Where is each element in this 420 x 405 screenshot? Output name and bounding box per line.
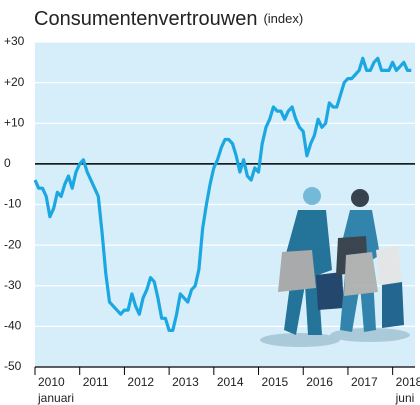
y-tick-label: -50 [4, 359, 22, 373]
x-tick-label: 2018 [396, 375, 420, 389]
x-tick-label: 2012 [127, 375, 154, 389]
y-tick-label: 0 [4, 156, 11, 170]
y-tick-label: +10 [4, 115, 25, 129]
chart-title: Consumentenvertrouwen (index) [34, 8, 303, 30]
y-tick-label: +30 [4, 34, 25, 48]
x-tick-label: 2010 [38, 375, 65, 389]
subtitle: (index) [263, 11, 303, 26]
x-tick-label: 2015 [262, 375, 289, 389]
annotation: januari [37, 391, 74, 405]
x-tick-label: 2013 [172, 375, 199, 389]
y-tick-label: -10 [4, 197, 22, 211]
data-line [33, 56, 412, 332]
title: Consumentenvertrouwen [34, 8, 257, 30]
y-tick-label: -20 [4, 237, 22, 251]
y-tick-label: -30 [4, 278, 22, 292]
y-tick-label: -40 [4, 319, 22, 333]
annotation: juni [395, 391, 415, 405]
shoppers-illustration [260, 187, 410, 347]
x-tick-label: 2014 [217, 375, 244, 389]
x-tick-label: 2011 [83, 375, 109, 389]
x-tick-label: 2016 [306, 375, 333, 389]
y-tick-label: +20 [4, 75, 25, 89]
x-tick-label: 2017 [351, 375, 378, 389]
